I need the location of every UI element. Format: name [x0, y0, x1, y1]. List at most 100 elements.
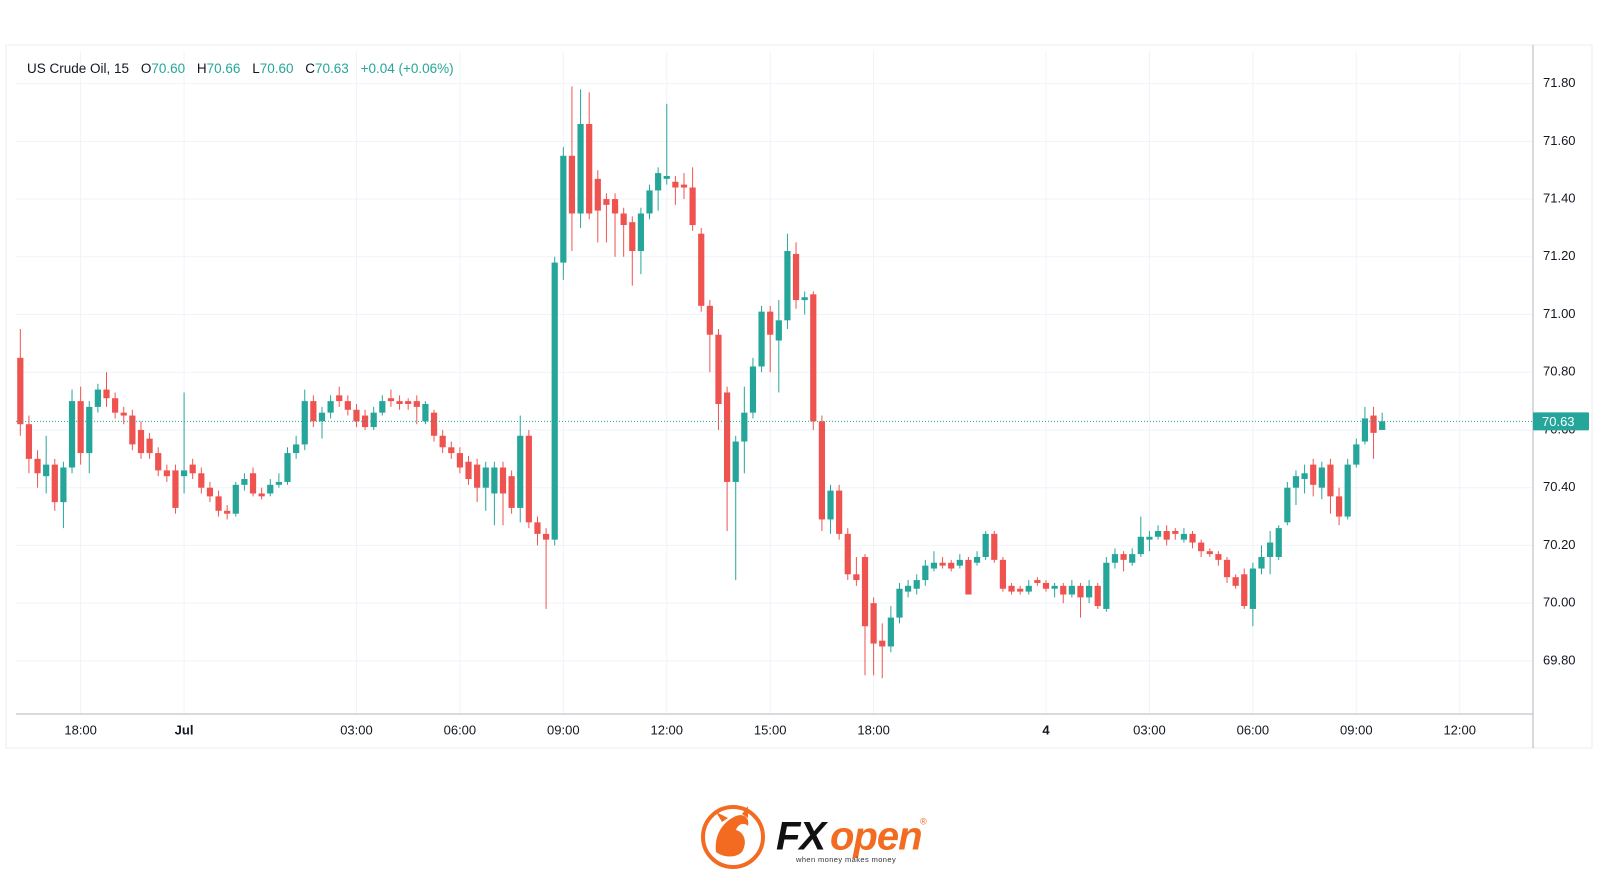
candle-body — [249, 473, 257, 494]
candle-body — [629, 222, 636, 252]
candle-body — [396, 401, 403, 405]
candle-body — [689, 187, 696, 226]
candle-body — [663, 175, 670, 179]
candle-body — [836, 490, 843, 534]
candle-body — [163, 470, 170, 477]
candle-body — [1241, 574, 1248, 607]
candle-body — [792, 253, 800, 301]
candle-body — [672, 181, 679, 188]
candle-body — [379, 401, 386, 413]
candle-body — [206, 487, 214, 497]
candle-body — [1284, 487, 1291, 523]
candle-body — [930, 562, 938, 569]
candle-body — [887, 617, 894, 647]
candle-body — [508, 476, 515, 508]
candle-body — [137, 429, 145, 454]
candle-body — [353, 409, 360, 422]
candle-body — [680, 184, 688, 188]
open-label: O — [140, 61, 152, 76]
candle-body — [1223, 559, 1231, 578]
candle-body — [482, 467, 489, 488]
candle-body — [1042, 582, 1050, 589]
y-tick-label: 70.80 — [1543, 364, 1576, 379]
x-tick-label: 12:00 — [1443, 722, 1476, 737]
candle-body — [129, 415, 136, 445]
candle-body — [965, 559, 972, 595]
candle-body — [491, 467, 498, 494]
candle-body — [224, 510, 231, 514]
candle-body — [1008, 585, 1015, 592]
candle-body — [1034, 580, 1041, 583]
candle-body — [86, 406, 93, 454]
candle-body — [560, 155, 567, 263]
candle-body — [525, 435, 532, 523]
candle-body — [939, 562, 946, 566]
candle-body — [198, 473, 205, 488]
candle-body — [1111, 554, 1119, 563]
candle-body — [577, 124, 584, 214]
candle-body — [1189, 533, 1196, 543]
candle-body — [180, 470, 188, 477]
candle-body — [1361, 418, 1369, 442]
candle-body — [422, 404, 429, 422]
candle-body — [258, 493, 265, 497]
high-value: 70.66 — [206, 61, 241, 76]
candle-body — [827, 490, 834, 520]
logo: FX open ® when money makes money — [701, 805, 927, 869]
candle-body — [1172, 531, 1179, 534]
candle-body — [215, 496, 222, 511]
y-tick-label: 69.80 — [1543, 652, 1576, 667]
candle-body — [1163, 531, 1170, 540]
candle-body — [973, 556, 981, 563]
x-tick-label: 03:00 — [340, 722, 373, 737]
candle-body — [1025, 585, 1032, 592]
candle-body — [465, 461, 472, 480]
y-tick-label: 71.20 — [1543, 248, 1576, 263]
candle-body — [870, 603, 877, 644]
candle-body — [982, 533, 989, 557]
candle-body — [189, 464, 196, 474]
candle-body — [1310, 464, 1317, 485]
candle-body — [767, 311, 774, 335]
candle-body — [568, 155, 576, 214]
candle-body — [456, 453, 463, 468]
candle-body — [1146, 536, 1153, 540]
candle-body — [34, 458, 41, 474]
candle-body — [1077, 585, 1084, 598]
candle-body — [723, 392, 731, 482]
logo-tiger — [715, 815, 749, 857]
candle-body — [948, 562, 955, 569]
candle-body — [1267, 542, 1274, 557]
candle-body — [361, 415, 369, 428]
candle-body — [1017, 588, 1024, 592]
candle-body — [1103, 562, 1110, 609]
symbol-legend: US Crude Oil, 15 O70.60 H70.66 L70.60 C7… — [27, 61, 454, 76]
candle-body — [43, 464, 50, 477]
candle-body — [732, 441, 739, 482]
candle-body — [611, 199, 619, 214]
candle-body — [1335, 496, 1343, 517]
logo-fx: FX — [776, 815, 828, 859]
x-tick-label: 09:00 — [547, 722, 580, 737]
candle-body — [103, 389, 110, 399]
candle-body — [474, 464, 481, 488]
candle-body — [594, 178, 601, 211]
candle-body — [1275, 528, 1282, 557]
candle-body — [112, 398, 119, 413]
candle-body — [1344, 464, 1351, 517]
candle-body — [1094, 585, 1101, 607]
x-tick-label: 18:00 — [857, 722, 890, 737]
candle-body — [387, 398, 395, 402]
y-tick-label: 71.40 — [1543, 191, 1576, 206]
candle-body — [370, 412, 377, 428]
candle-body — [1301, 473, 1308, 480]
candle-body — [336, 395, 343, 402]
candle-body — [1249, 568, 1256, 609]
candle-body — [1154, 531, 1162, 537]
candle-body — [25, 424, 33, 459]
x-tick-label: 06:00 — [444, 722, 477, 737]
candle-body — [344, 401, 351, 410]
candle-body — [327, 401, 334, 413]
